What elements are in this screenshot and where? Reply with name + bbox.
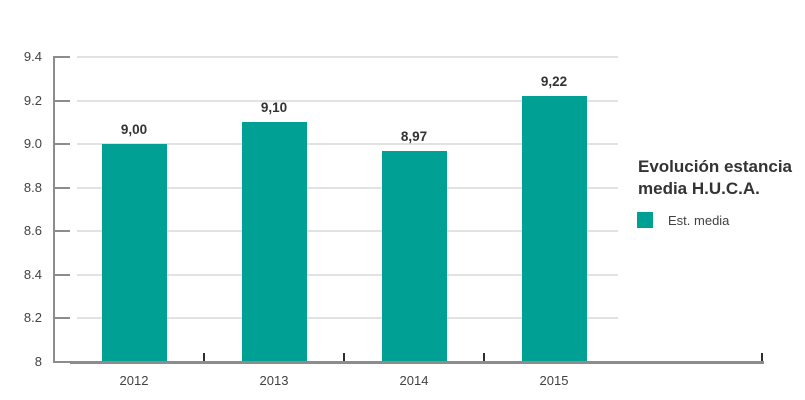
bar-2014[interactable] (381, 150, 447, 362)
y-axis-tick (53, 186, 70, 189)
gridline (77, 230, 618, 233)
gridline (77, 56, 618, 58)
gridline (77, 317, 618, 320)
gridline (77, 186, 618, 189)
legend-item-label: Est. media (668, 212, 730, 228)
bar-2015[interactable] (521, 96, 587, 362)
y-axis-label: 8.4 (23, 266, 42, 282)
y-axis-label: 8.6 (23, 223, 42, 239)
x-axis-tick (483, 353, 485, 362)
y-axis-tick (53, 361, 70, 363)
y-axis-label: 8.8 (23, 179, 42, 195)
x-axis-tick (203, 353, 205, 362)
y-axis-label: 9.4 (23, 49, 42, 64)
y-axis-tick (53, 230, 70, 233)
x-axis-label: 2015 (539, 373, 569, 388)
y-axis-label: 8 (34, 354, 42, 369)
x-axis-label: 2012 (119, 373, 149, 388)
gridline (77, 273, 618, 276)
bar-2013[interactable] (241, 122, 307, 362)
bar-value-label: 9,10 (260, 100, 288, 116)
y-axis-tick (53, 317, 70, 320)
x-axis-line (70, 361, 764, 364)
bar-value-label: 9,00 (120, 122, 148, 138)
y-axis-label: 8.2 (23, 310, 42, 326)
bar-2012[interactable] (101, 144, 167, 362)
bar-value-label: 9,22 (540, 74, 568, 90)
x-axis-label: 2013 (259, 373, 289, 388)
bar-value-label: 8,97 (400, 128, 428, 144)
gridline (77, 143, 618, 146)
y-axis-tick (53, 143, 70, 146)
y-axis-label: 9.0 (23, 136, 42, 152)
x-axis-end-tick (761, 353, 763, 362)
y-axis-tick (53, 273, 70, 276)
y-axis-label: 9.2 (23, 92, 42, 108)
y-axis-line (53, 57, 55, 363)
y-axis-tick (53, 99, 70, 102)
chart-title: Evolución estancia media H.U.C.A. (638, 157, 792, 198)
legend-color-swatch (637, 212, 653, 228)
y-axis-tick (53, 56, 70, 58)
x-axis-label: 2014 (399, 373, 429, 388)
x-axis-tick (343, 353, 345, 362)
gridline (77, 99, 618, 102)
legend: Est. media (637, 212, 729, 228)
